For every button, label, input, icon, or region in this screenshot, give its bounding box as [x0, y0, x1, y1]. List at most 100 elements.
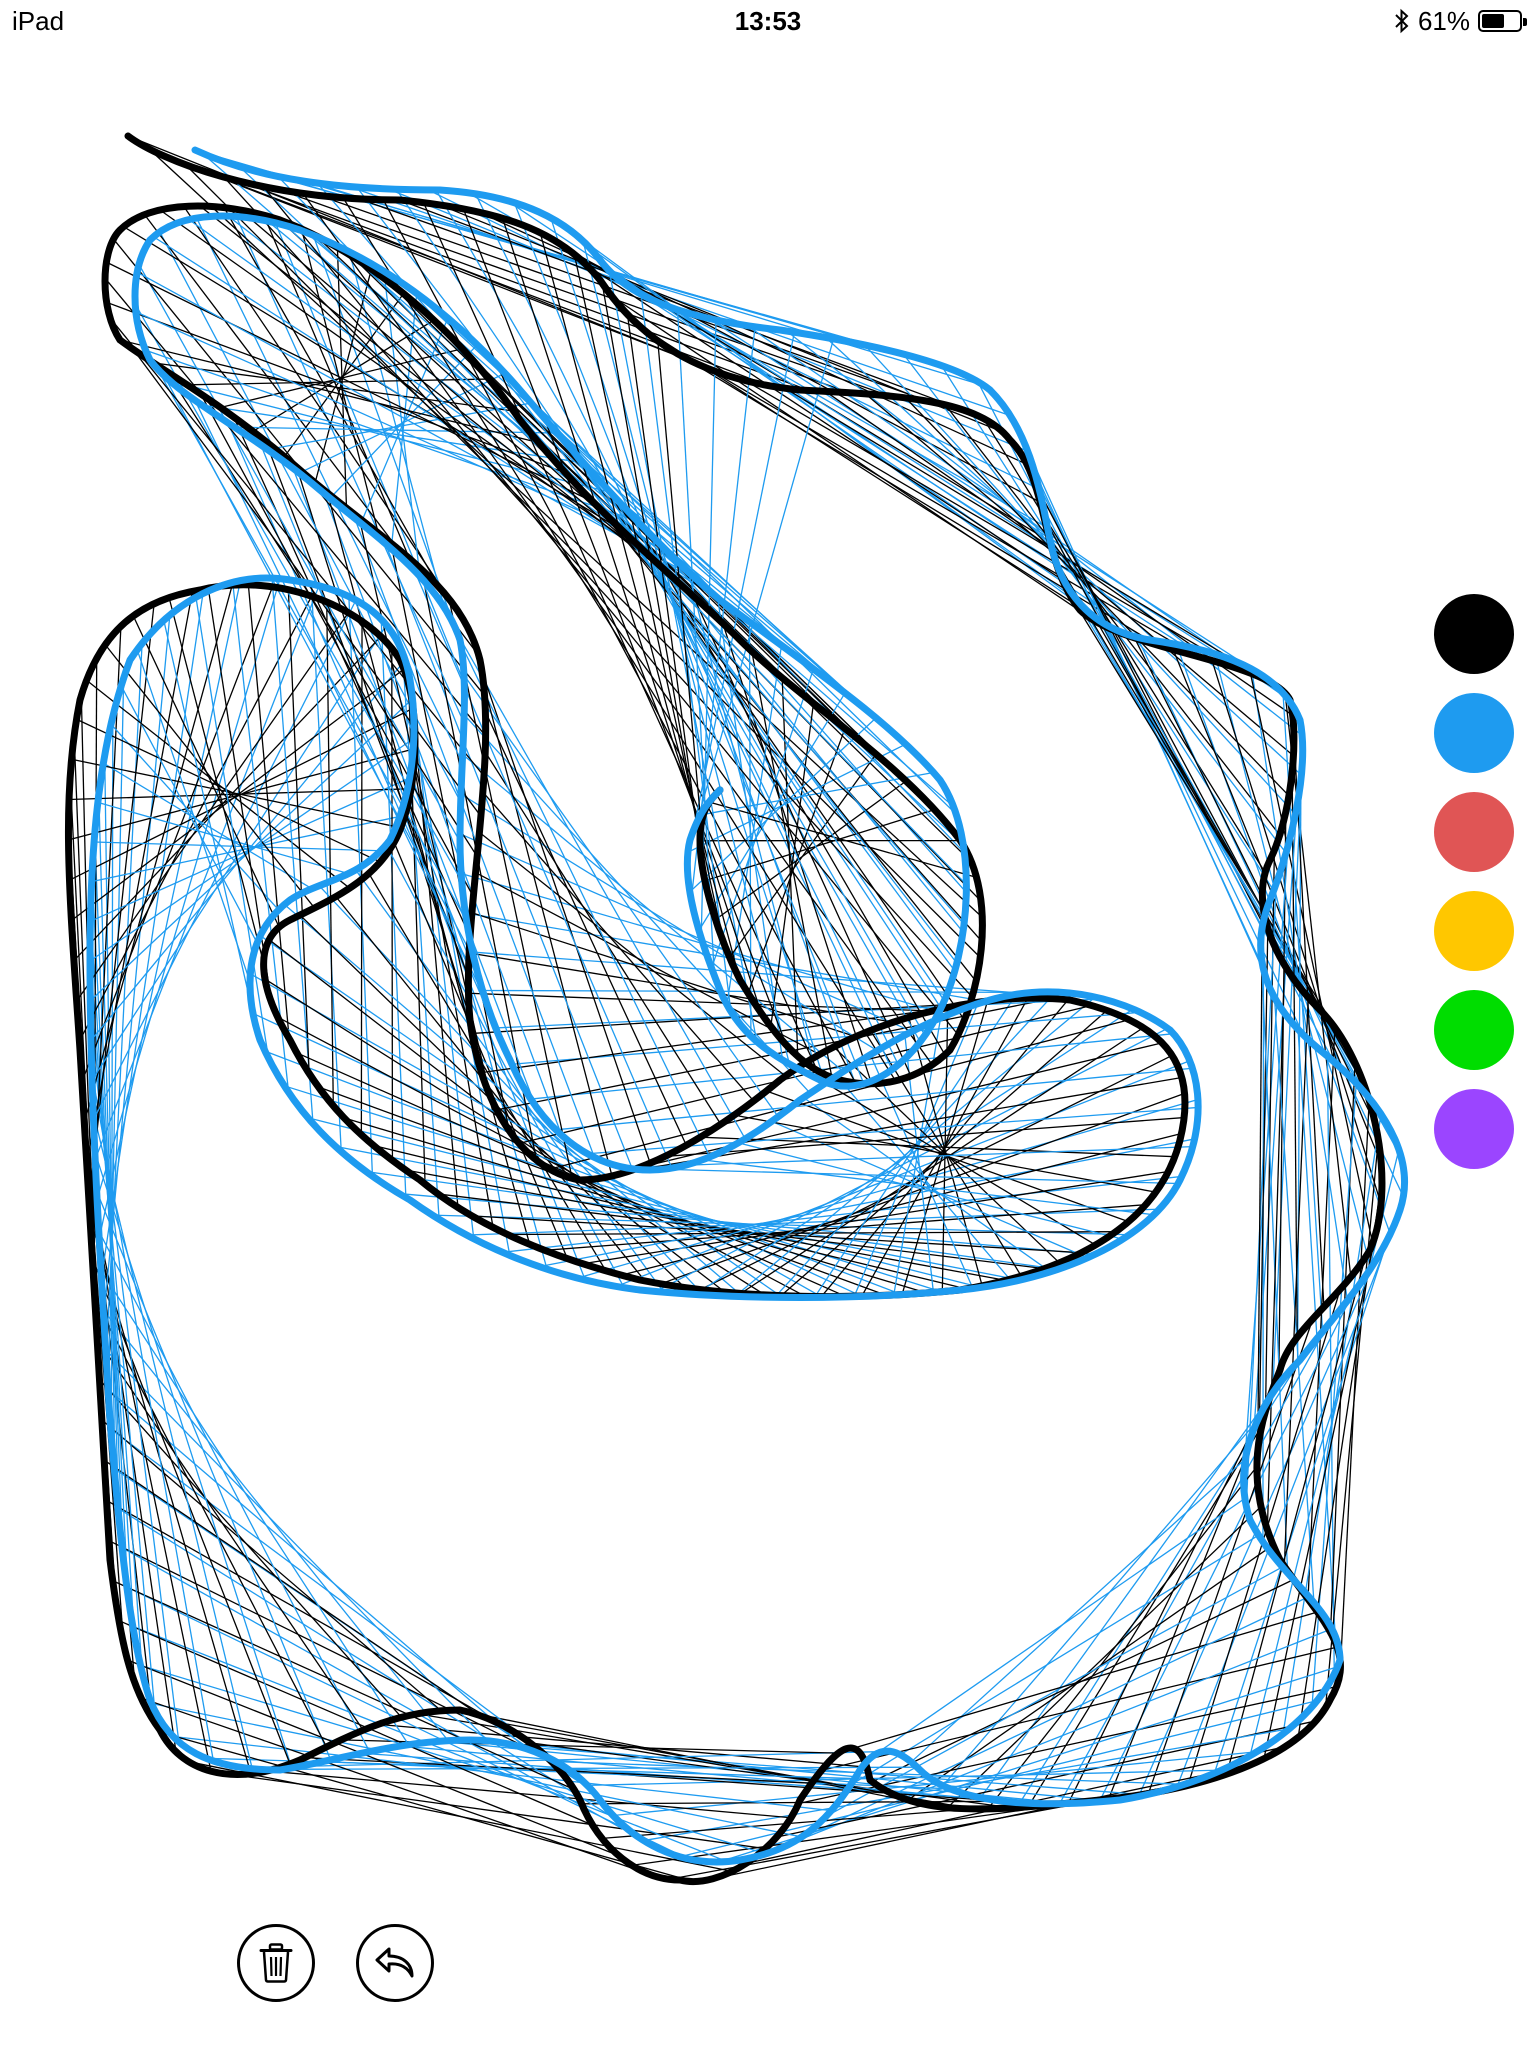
string-line — [1187, 1288, 1341, 1786]
string-line — [105, 1349, 489, 1742]
string-line — [119, 339, 539, 444]
string-line — [112, 1580, 575, 1791]
string-line — [94, 1298, 328, 1748]
string-line — [702, 1159, 1154, 1216]
string-line — [81, 586, 274, 1082]
string-line — [1147, 1318, 1314, 1794]
string-line — [979, 1386, 1278, 1799]
string-line — [687, 571, 819, 1079]
string-line — [391, 648, 394, 1161]
string-line — [460, 793, 878, 1052]
string-line — [100, 1270, 410, 1746]
string-line — [663, 1168, 1179, 1185]
string-line — [745, 380, 1236, 669]
string-line — [107, 678, 125, 1398]
string-line — [692, 595, 912, 1077]
blue-stroke — [86, 146, 1408, 1866]
string-line — [539, 1138, 1195, 1268]
string-line — [1071, 593, 1386, 1122]
string-line — [422, 202, 818, 1071]
string-line — [700, 1136, 1175, 1158]
string-line — [195, 597, 270, 1059]
undo-icon — [375, 1947, 414, 1978]
string-line — [850, 1534, 1259, 1786]
string-line — [299, 372, 506, 474]
string-line — [686, 332, 796, 861]
string-line — [310, 583, 342, 1152]
string-line — [608, 270, 758, 1042]
string-line — [98, 794, 120, 1517]
color-swatch-green[interactable] — [1434, 990, 1514, 1070]
string-line — [393, 842, 568, 1259]
string-line — [513, 202, 865, 1084]
string-line — [1134, 637, 1376, 1125]
string-line — [89, 737, 415, 962]
string-line — [127, 1659, 620, 1857]
string-line — [88, 603, 155, 1203]
string-line — [405, 1169, 1006, 1282]
string-line — [1213, 1188, 1405, 1774]
string-line — [410, 690, 475, 1239]
string-art-lines — [67, 135, 1405, 1883]
string-line — [484, 711, 687, 1146]
string-line — [194, 400, 486, 999]
status-right: 61% — [1394, 6, 1527, 36]
string-line — [463, 674, 779, 1118]
color-swatch-yellow[interactable] — [1434, 891, 1514, 971]
color-swatch-black[interactable] — [1434, 594, 1514, 674]
string-line — [201, 404, 584, 464]
string-line — [274, 222, 465, 684]
string-line — [700, 1054, 1173, 1291]
string-line — [709, 801, 977, 879]
string-line — [92, 599, 357, 1121]
color-swatch-red[interactable] — [1434, 792, 1514, 872]
string-line — [163, 620, 256, 1022]
string-line — [626, 314, 703, 865]
string-line — [92, 1111, 253, 1769]
string-line — [1311, 1083, 1357, 1707]
string-line — [947, 1506, 1262, 1809]
string-line — [469, 632, 613, 1177]
string-line — [106, 301, 566, 474]
string-line — [1249, 1149, 1400, 1756]
status-time: 13:53 — [734, 6, 802, 36]
string-line — [102, 1309, 449, 1742]
string-line — [94, 841, 381, 852]
string-line — [103, 1459, 482, 1717]
color-swatch-purple[interactable] — [1434, 1089, 1514, 1169]
string-line — [140, 1664, 767, 1855]
string-line — [502, 1175, 1182, 1253]
string-line — [142, 342, 468, 922]
string-line — [821, 1646, 1338, 1772]
string-line — [172, 1735, 832, 1812]
string-line — [380, 619, 407, 1198]
string-line — [100, 593, 204, 1279]
string-line — [413, 570, 673, 1169]
string-line — [91, 624, 388, 1081]
clear-button[interactable] — [237, 1924, 315, 2002]
string-line — [643, 1728, 1290, 1842]
string-line — [511, 1011, 1141, 1065]
drawing-canvas[interactable] — [0, 40, 1536, 1940]
string-line — [1257, 928, 1269, 1491]
battery-fill — [1482, 14, 1504, 28]
string-line — [462, 208, 787, 1046]
string-line — [384, 543, 633, 1170]
color-swatch-blue[interactable] — [1434, 693, 1514, 773]
string-line — [475, 871, 820, 1056]
string-line — [342, 197, 897, 1082]
string-line — [98, 1379, 402, 1718]
string-line — [123, 226, 623, 531]
string-line — [135, 311, 666, 551]
string-line — [1283, 997, 1309, 1567]
string-line — [501, 218, 762, 1014]
string-line — [103, 762, 313, 890]
undo-button[interactable] — [356, 1924, 434, 2002]
string-line — [89, 1218, 252, 1774]
string-line — [621, 1132, 1182, 1276]
string-line — [259, 935, 783, 1298]
string-line — [633, 289, 1185, 647]
string-line — [611, 295, 1085, 615]
string-line — [481, 671, 651, 1164]
string-line — [587, 1769, 1222, 1787]
